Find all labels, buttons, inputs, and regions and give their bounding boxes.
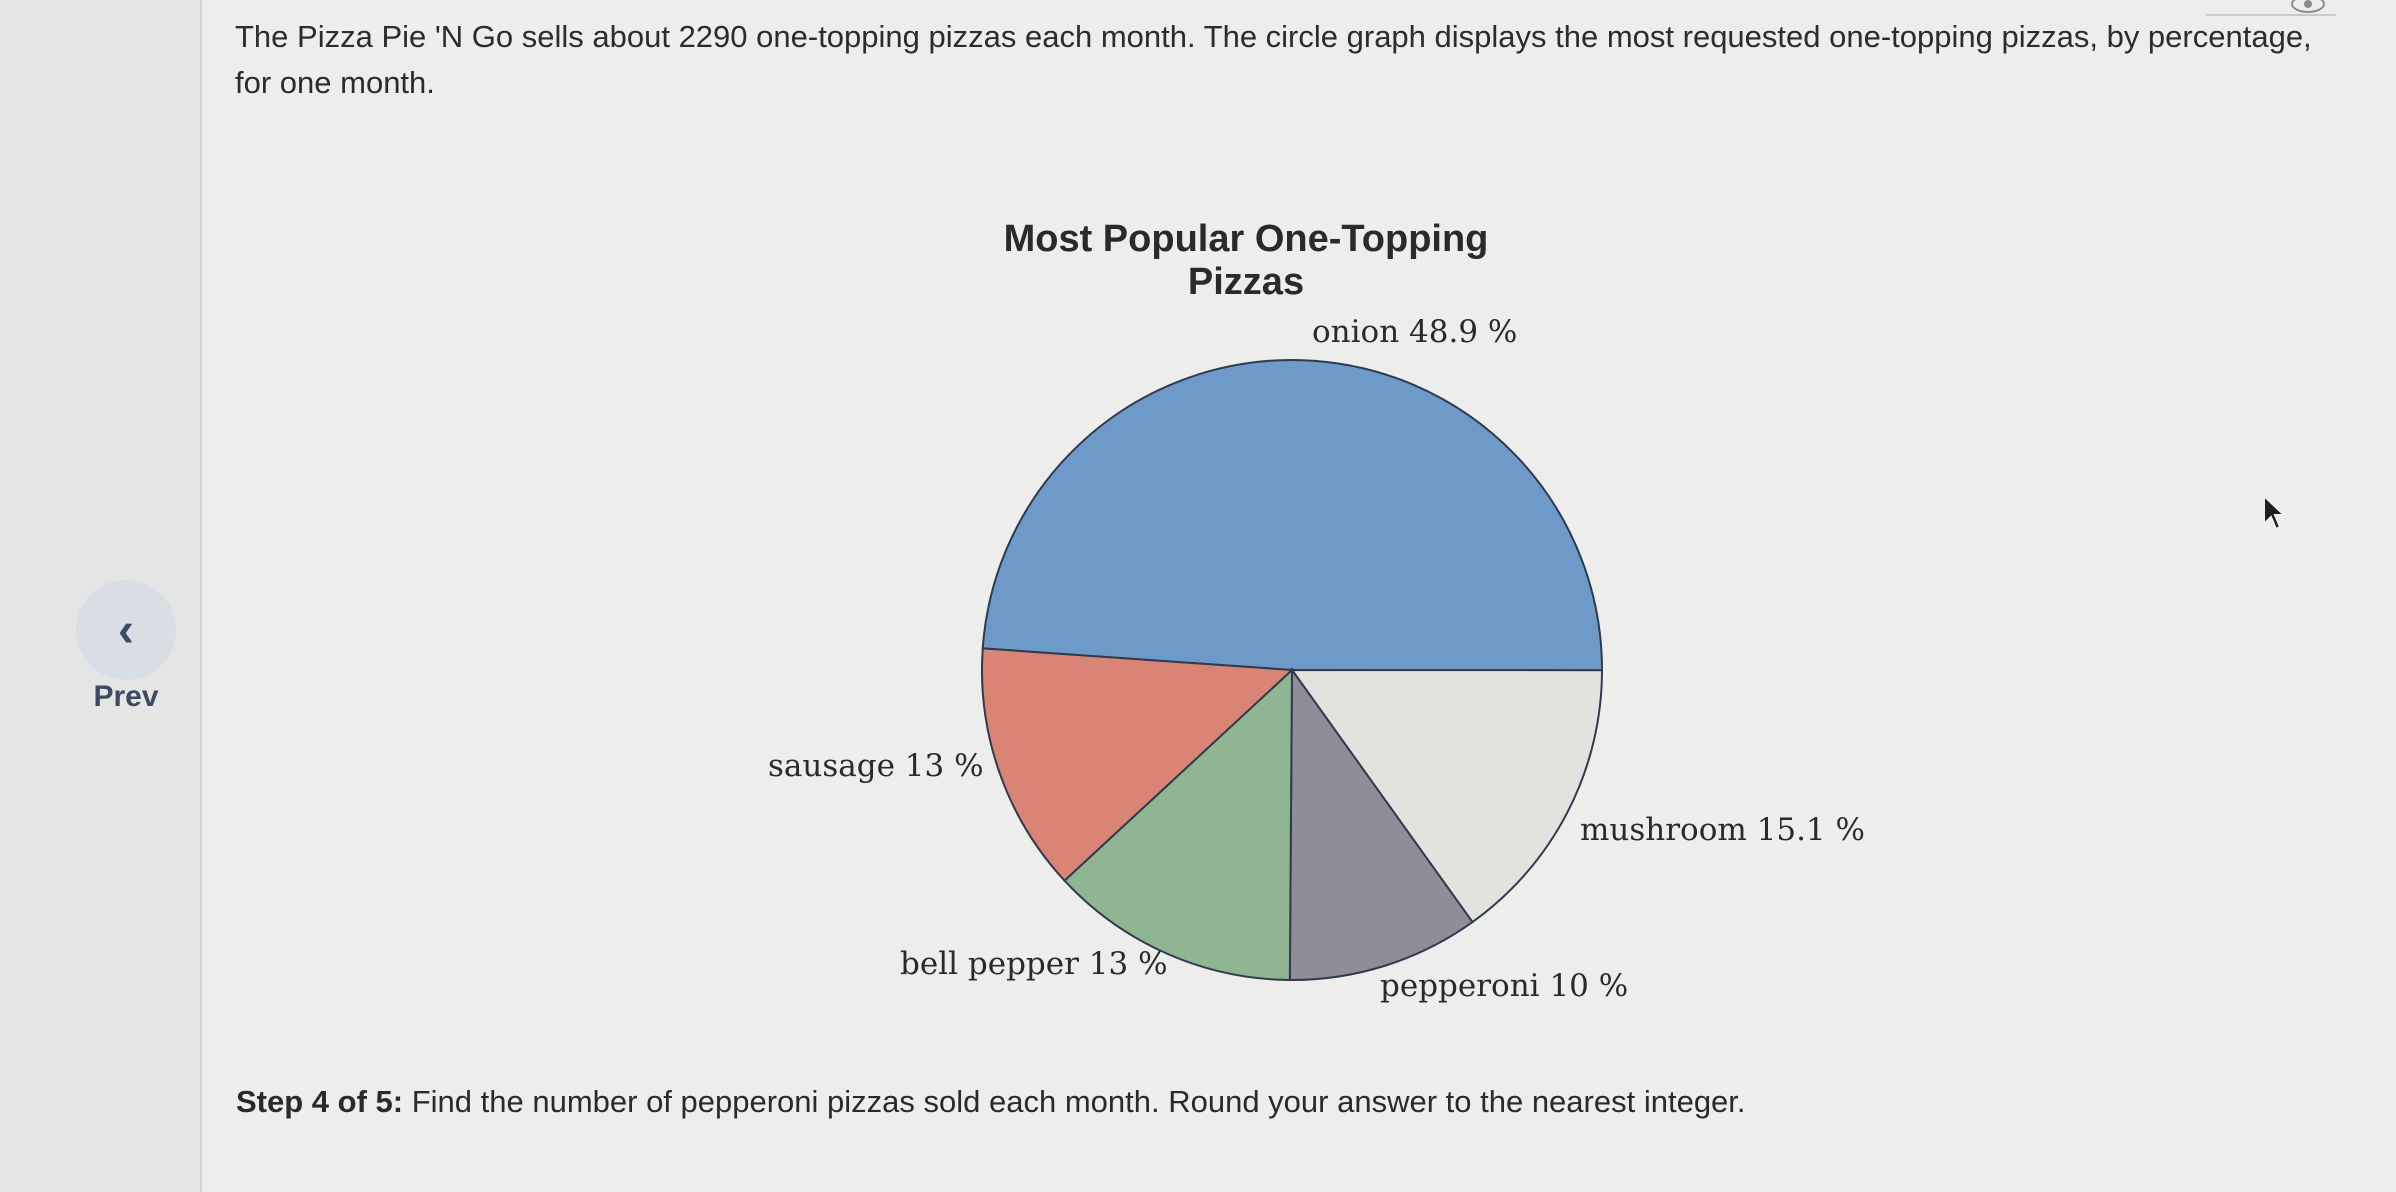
pie-slice-sausage bbox=[981, 647, 1295, 883]
pie-slice-bell-pepper bbox=[1063, 667, 1294, 981]
prev-label[interactable]: Prev bbox=[93, 680, 159, 713]
label-onion: onion 48.9 % bbox=[1312, 314, 1518, 350]
question-panel: The Pizza Pie 'N Go sells about 2290 one… bbox=[202, 0, 2396, 1192]
label-pepperoni: pepperoni 10 % bbox=[1380, 968, 1629, 1004]
pie-slice-mushroom bbox=[1290, 668, 1604, 924]
prev-button[interactable]: ‹ bbox=[76, 580, 176, 680]
label-bell-pepper: bell pepper 13 % bbox=[900, 946, 1168, 982]
step-body: Find the number of pepperoni pizzas sold… bbox=[411, 1084, 1746, 1119]
eye-icon[interactable] bbox=[2288, 0, 2328, 14]
timer-fragment bbox=[2206, 0, 2336, 16]
problem-statement: The Pizza Pie 'N Go sells about 2290 one… bbox=[235, 19, 2312, 100]
left-rail: ‹ Prev bbox=[0, 0, 202, 1192]
chevron-left-icon: ‹ bbox=[118, 603, 134, 657]
label-sausage: sausage 13 % bbox=[768, 748, 984, 784]
pie-chart bbox=[981, 359, 1604, 981]
mouse-cursor-icon bbox=[2263, 494, 2287, 531]
step-prefix: Step 4 of 5: bbox=[236, 1084, 404, 1119]
pie-slice-onion bbox=[981, 359, 1604, 672]
pie-slice-pepperoni bbox=[1288, 666, 1474, 981]
label-mushroom: mushroom 15.1 % bbox=[1580, 812, 1865, 848]
chart-title: Most Popular One-Topping Pizzas bbox=[1003, 218, 1489, 303]
step-instruction: Step 4 of 5: Find the number of pepperon… bbox=[236, 1084, 2136, 1120]
